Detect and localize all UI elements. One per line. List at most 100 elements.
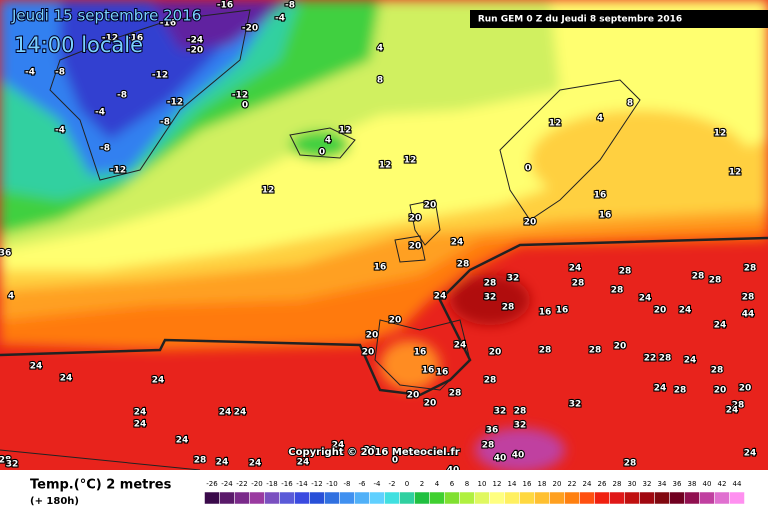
map-label: 28 (744, 264, 757, 274)
variable-label: Temp.(°C) 2 metres (30, 478, 172, 493)
map-label: 32 (494, 407, 507, 417)
map-label: 24 (569, 264, 582, 274)
colorbar-swatch (399, 491, 415, 505)
colorbar-swatch (279, 491, 295, 505)
map-label: 16 (422, 366, 435, 376)
map-label: 4 (325, 136, 331, 146)
map-label: 20 (389, 316, 402, 326)
map-label: 16 (599, 211, 612, 221)
map-label: 0 (525, 164, 531, 174)
map-label: 12 (262, 186, 275, 196)
colorbar-swatch (669, 491, 685, 505)
coastlines (0, 9, 641, 470)
map-label: -4 (95, 108, 105, 118)
map-label: 24 (726, 406, 739, 416)
colorbar-tick: 42 (718, 480, 727, 488)
map-label: 20 (362, 348, 375, 358)
map-label: -4 (55, 126, 65, 136)
colorbar-swatch (624, 491, 640, 505)
map-label: -16 (217, 1, 233, 11)
map-label: 24 (639, 294, 652, 304)
isotherm-line (0, 236, 768, 397)
map-label: 24 (744, 449, 757, 459)
colorbar-tick: 38 (688, 480, 697, 488)
map-label: 20 (714, 386, 727, 396)
map-label: 16 (436, 368, 449, 378)
colorbar-swatch (354, 491, 370, 505)
colorbar-swatch (339, 491, 355, 505)
time-title: 14:00 locale (14, 33, 143, 57)
map-label: 40 (447, 466, 460, 476)
colorbar-swatch (609, 491, 625, 505)
map-label: -12 (102, 34, 118, 44)
colorbar-swatch (204, 491, 220, 505)
copyright: Copyright © 2016 Meteociel.fr (288, 447, 459, 458)
map-label: 36 (0, 249, 11, 259)
map-label: 28 (0, 456, 11, 466)
map-label: 24 (134, 408, 147, 418)
map-label: 28 (457, 260, 470, 270)
colorbar-swatch (309, 491, 325, 505)
map-label: 24 (297, 458, 310, 468)
map-label: 20 (409, 242, 422, 252)
map-label: 0 (392, 456, 398, 466)
colorbar-tick: -18 (266, 480, 277, 488)
colorbar-swatch (654, 491, 670, 505)
colorbar-tick: 20 (553, 480, 562, 488)
temperature-field: -16 -8-20-24-20-16-16-12-8 -12-120-8-12-8-… (0, 0, 768, 476)
colorbar-tick: 30 (628, 480, 637, 488)
colorbar-tick: 18 (538, 480, 547, 488)
colorbar-swatch (429, 491, 445, 505)
colorbar-tick: -10 (326, 480, 337, 488)
map-label: 36 (486, 426, 499, 436)
map-label: -8 (100, 144, 110, 154)
map-label: 24 (714, 321, 727, 331)
map-label: 32 (6, 460, 19, 470)
colorbar-tick: -20 (251, 480, 262, 488)
colorbar-swatch (594, 491, 610, 505)
map-label: 24 (234, 408, 247, 418)
map-label: 24 (332, 441, 345, 451)
map-label: 4 (597, 114, 603, 124)
colorbar-tick: 40 (703, 480, 712, 488)
map-label: -12 (232, 91, 248, 101)
map-label: -12 (152, 71, 168, 81)
map-label: -16 (160, 19, 176, 29)
colorbar-tick: 16 (523, 480, 532, 488)
map-label: 44 (742, 310, 755, 320)
map-label: 28 (572, 279, 585, 289)
map-label: 24 (454, 341, 467, 351)
colorbar-swatch (579, 491, 595, 505)
map-label: 12 (404, 156, 417, 166)
map-label: -12 (110, 166, 126, 176)
colorbar-tick: 6 (450, 480, 455, 488)
map-label: 20 (489, 348, 502, 358)
map-label: 20 (424, 201, 437, 211)
map-label: 32 (507, 274, 520, 284)
map-label: 24 (30, 362, 43, 372)
colorbar-swatch (639, 491, 655, 505)
map-label: 16 (414, 348, 427, 358)
map-label: 28 (514, 407, 527, 417)
map-label: 28 (194, 456, 207, 466)
colorbar-tick: 44 (733, 480, 742, 488)
map-label: 24 (216, 458, 229, 468)
colorbar-swatch (324, 491, 340, 505)
colorbar-tick: 0 (405, 480, 409, 488)
map-label: 24 (249, 459, 262, 469)
colorbar-tick: 36 (673, 480, 682, 488)
map-label: 24 (60, 374, 73, 384)
map-label: -20 (187, 46, 203, 56)
map-label: 24 (152, 376, 165, 386)
colorbar-tick: 22 (568, 480, 577, 488)
map-label: 32 (484, 293, 497, 303)
colorbar-swatch (564, 491, 580, 505)
map-label: 28 (709, 276, 722, 286)
map-label: 4 (8, 292, 14, 302)
map-label: 16 (594, 191, 607, 201)
map-label: 32 (569, 400, 582, 410)
map-label: 24 (684, 356, 697, 366)
colorbar-tick: -12 (311, 480, 322, 488)
